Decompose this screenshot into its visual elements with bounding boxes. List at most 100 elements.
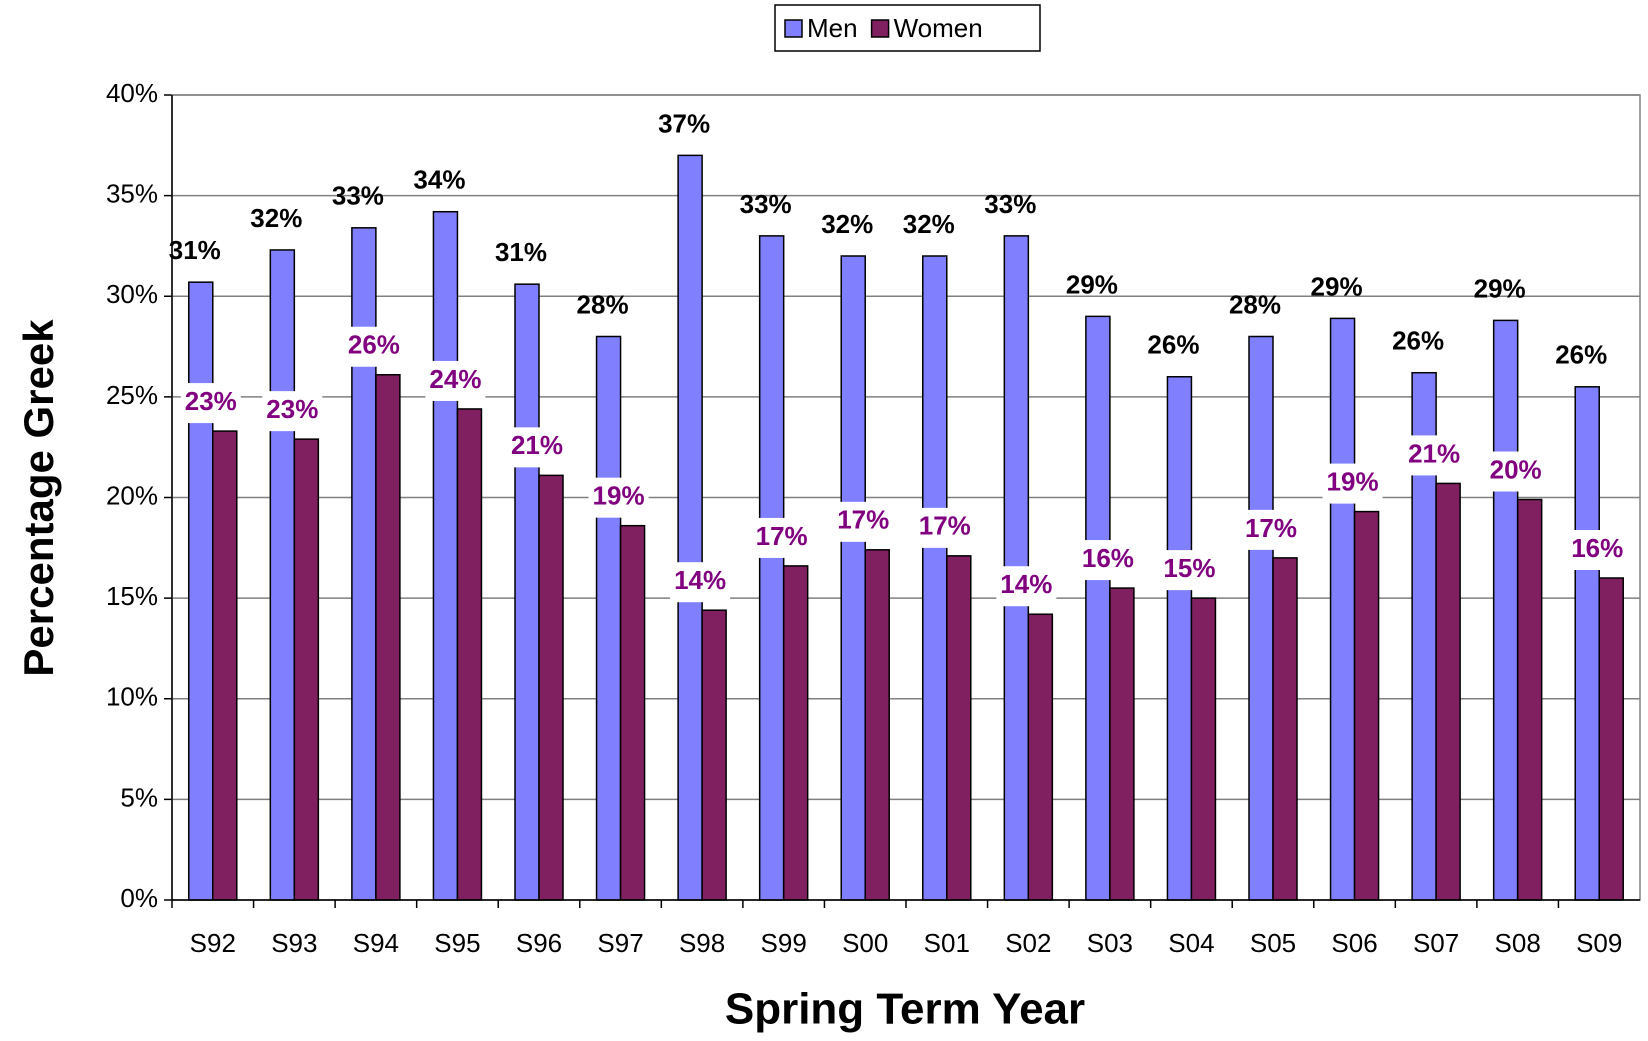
bar xyxy=(758,235,785,901)
value-label: 29% xyxy=(1066,269,1118,299)
bar xyxy=(514,283,540,901)
value-label: 29% xyxy=(1474,273,1526,303)
bar xyxy=(456,408,483,901)
bar xyxy=(701,609,727,901)
value-label: 21% xyxy=(1408,438,1460,468)
bar xyxy=(840,255,866,901)
bar xyxy=(375,373,401,901)
y-tick-label: 5% xyxy=(120,782,158,812)
legend-box xyxy=(774,4,1041,52)
x-axis-title: Spring Term Year xyxy=(725,985,1085,1034)
value-label: 33% xyxy=(332,181,384,211)
y-axis-title: Percentage Greek xyxy=(15,319,62,677)
value-label: 16% xyxy=(1082,543,1134,573)
bar xyxy=(595,335,622,901)
x-tick-label: S08 xyxy=(1495,928,1541,958)
x-tick-label: S93 xyxy=(271,928,317,958)
x-tick-label: S07 xyxy=(1413,928,1459,958)
x-tick-label: S05 xyxy=(1250,928,1296,958)
label-background xyxy=(1322,463,1383,504)
value-label: 17% xyxy=(1245,513,1297,543)
label-background xyxy=(670,562,731,603)
y-tick-label: 40% xyxy=(106,78,158,108)
bar xyxy=(1272,557,1298,901)
label-background xyxy=(1485,451,1546,492)
value-label: 33% xyxy=(740,189,792,219)
y-tick-label: 35% xyxy=(106,179,158,209)
x-tick-label: S01 xyxy=(924,928,970,958)
y-tick-label: 20% xyxy=(106,480,158,510)
value-label: 21% xyxy=(511,430,563,460)
value-label: 23% xyxy=(266,394,318,424)
value-label: 29% xyxy=(1311,271,1363,301)
bar xyxy=(1353,510,1380,901)
x-tick-label: S96 xyxy=(516,928,562,958)
bar xyxy=(864,549,890,901)
label-background xyxy=(180,383,241,424)
label-background xyxy=(1241,509,1301,550)
label-background xyxy=(1077,540,1138,581)
y-tick-label: 10% xyxy=(106,682,158,712)
bar xyxy=(677,154,703,901)
legend-label: Men xyxy=(807,13,858,43)
x-tick-label: S03 xyxy=(1087,928,1133,958)
label-background xyxy=(343,326,404,367)
bar xyxy=(1027,613,1054,901)
y-tick-label: 15% xyxy=(106,581,158,611)
value-label: 37% xyxy=(658,108,710,138)
bar xyxy=(1492,319,1519,901)
bar xyxy=(1166,376,1193,901)
x-tick-label: S98 xyxy=(679,928,725,958)
x-tick-label: S97 xyxy=(597,928,643,958)
x-tick-label: S04 xyxy=(1168,928,1214,958)
bar xyxy=(946,555,972,901)
value-label: 19% xyxy=(593,481,645,511)
bar xyxy=(782,565,809,901)
x-tick-label: S94 xyxy=(353,928,399,958)
bar xyxy=(1329,317,1356,901)
label-background xyxy=(1567,530,1628,570)
y-tick-label: 0% xyxy=(120,883,158,913)
x-tick-label: S09 xyxy=(1576,928,1622,958)
value-label: 34% xyxy=(413,165,465,195)
bar xyxy=(1574,386,1600,901)
label-background xyxy=(425,360,486,401)
value-label: 14% xyxy=(1000,569,1052,599)
legend-swatch xyxy=(784,19,803,38)
x-tick-label: S00 xyxy=(842,928,888,958)
value-label: 32% xyxy=(250,203,302,233)
bar xyxy=(1109,587,1135,901)
value-label: 15% xyxy=(1163,553,1215,583)
legend-label: Women xyxy=(894,13,983,43)
bar xyxy=(619,524,646,901)
label-background xyxy=(1159,550,1220,591)
bar xyxy=(432,210,459,901)
value-label: 16% xyxy=(1571,533,1623,563)
label-background xyxy=(588,477,649,518)
value-label: 19% xyxy=(1327,466,1379,496)
value-label: 20% xyxy=(1490,454,1542,484)
value-label: 26% xyxy=(1392,326,1444,356)
x-tick-label: S02 xyxy=(1005,928,1051,958)
value-label: 28% xyxy=(1229,289,1281,319)
y-tick-label: 25% xyxy=(106,380,158,410)
value-label: 31% xyxy=(495,237,547,267)
label-background xyxy=(262,391,323,432)
value-label: 26% xyxy=(1147,330,1199,360)
x-tick-label: S06 xyxy=(1331,928,1377,958)
bar xyxy=(1598,577,1624,901)
bar xyxy=(922,255,948,901)
value-label: 17% xyxy=(837,505,889,535)
x-tick-label: S95 xyxy=(434,928,480,958)
value-label: 28% xyxy=(577,289,629,319)
value-label: 17% xyxy=(756,521,808,551)
bar xyxy=(1085,315,1111,901)
label-background xyxy=(1404,435,1465,476)
bar xyxy=(212,430,238,901)
value-label: 32% xyxy=(903,209,955,239)
bar xyxy=(1190,597,1217,901)
label-background xyxy=(507,427,567,468)
bar xyxy=(269,249,296,901)
value-label: 32% xyxy=(821,209,873,239)
